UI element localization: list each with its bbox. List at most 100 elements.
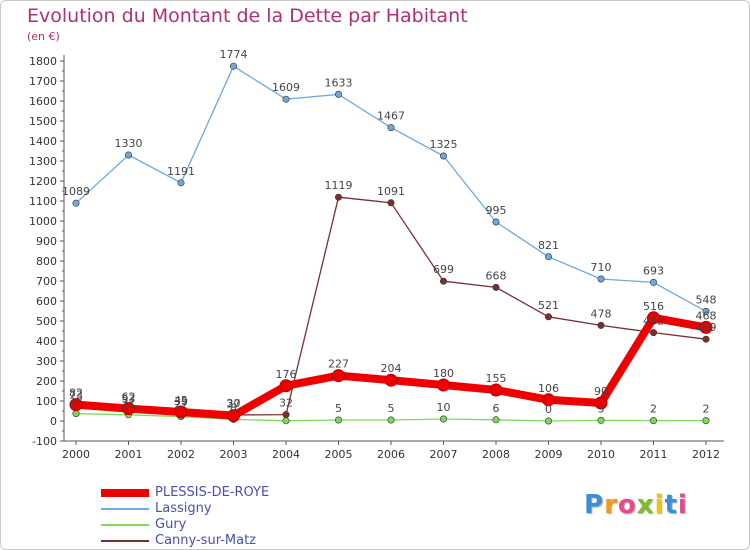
data-point bbox=[279, 379, 293, 393]
data-point bbox=[702, 335, 710, 343]
data-label: 82 bbox=[69, 387, 83, 400]
y-tick-label: 200 bbox=[36, 375, 57, 388]
data-label: 821 bbox=[538, 239, 559, 252]
data-label: 516 bbox=[643, 300, 664, 313]
data-label: 10 bbox=[437, 401, 451, 414]
data-label: 8 bbox=[230, 401, 237, 414]
data-label: 22 bbox=[174, 399, 188, 412]
legend-swatch-plessis bbox=[101, 489, 149, 497]
data-label: 2 bbox=[650, 403, 657, 416]
data-point bbox=[334, 416, 342, 424]
y-tick-label: 1200 bbox=[29, 175, 57, 188]
x-tick-label: 2001 bbox=[115, 448, 143, 461]
x-tick-label: 2002 bbox=[167, 448, 195, 461]
data-point bbox=[334, 193, 342, 201]
y-tick-label: 0 bbox=[50, 415, 57, 428]
data-point bbox=[492, 283, 500, 291]
data-label: 3 bbox=[598, 402, 605, 415]
x-tick-label: 2005 bbox=[325, 448, 353, 461]
data-label: 5 bbox=[388, 402, 395, 415]
data-point bbox=[439, 277, 447, 285]
chart-unit-label: (en €) bbox=[27, 30, 60, 43]
data-point bbox=[282, 95, 290, 103]
data-point bbox=[72, 410, 80, 418]
x-tick-label: 2004 bbox=[272, 448, 300, 461]
data-label: 39 bbox=[174, 395, 188, 408]
logo-letter: r bbox=[604, 490, 618, 520]
data-point bbox=[332, 369, 345, 383]
y-tick-label: 800 bbox=[36, 255, 57, 268]
y-tick-label: 100 bbox=[36, 395, 57, 408]
x-tick-label: 2007 bbox=[430, 448, 458, 461]
data-label: 1633 bbox=[325, 76, 353, 89]
data-label: 468 bbox=[696, 309, 717, 322]
legend-label-gury: Gury bbox=[155, 517, 187, 532]
logo-letter: i bbox=[654, 490, 665, 520]
data-label: 2 bbox=[703, 403, 710, 416]
y-tick-label: 1800 bbox=[29, 55, 57, 68]
data-point bbox=[230, 62, 238, 70]
x-tick-label: 2000 bbox=[62, 448, 90, 461]
data-label: 1089 bbox=[62, 185, 90, 198]
data-label: 53 bbox=[122, 392, 136, 405]
data-point bbox=[597, 416, 605, 424]
legend-label-plessis: PLESSIS-DE-ROYE bbox=[155, 485, 270, 500]
data-label: 180 bbox=[433, 367, 454, 380]
data-point bbox=[439, 415, 447, 423]
data-label: 0 bbox=[545, 403, 552, 416]
data-label: 6 bbox=[493, 402, 500, 415]
data-point bbox=[702, 307, 710, 315]
data-label: 1119 bbox=[325, 179, 353, 192]
data-label: 90 bbox=[594, 385, 608, 398]
y-tick-label: 300 bbox=[36, 355, 57, 368]
data-point bbox=[387, 416, 395, 424]
data-label: 106 bbox=[538, 382, 559, 395]
data-label: 693 bbox=[643, 264, 664, 277]
data-point bbox=[334, 90, 342, 98]
y-tick-label: 1700 bbox=[29, 75, 57, 88]
x-tick-label: 2009 bbox=[535, 448, 563, 461]
data-point bbox=[384, 373, 398, 387]
y-tick-label: 1100 bbox=[29, 195, 57, 208]
data-point bbox=[649, 278, 657, 286]
data-label: 37 bbox=[69, 396, 83, 409]
logo-letter: t bbox=[664, 490, 678, 520]
data-point bbox=[647, 311, 660, 325]
y-tick-label: 1500 bbox=[29, 115, 57, 128]
data-point bbox=[544, 253, 552, 261]
data-label: 30 bbox=[227, 397, 241, 410]
data-label: 995 bbox=[486, 204, 507, 217]
data-point bbox=[597, 321, 605, 329]
x-tick-label: 2008 bbox=[482, 448, 510, 461]
y-tick-label: 400 bbox=[36, 335, 57, 348]
data-label: 31 bbox=[122, 397, 136, 410]
legend-swatch-canny bbox=[101, 540, 149, 542]
y-tick-label: 1300 bbox=[29, 155, 57, 168]
y-tick-label: 900 bbox=[36, 235, 57, 248]
legend-swatch-gury bbox=[101, 524, 149, 526]
data-point bbox=[492, 218, 500, 226]
data-point bbox=[227, 409, 240, 423]
chart-title: Evolution du Montant de la Dette par Hab… bbox=[27, 5, 468, 27]
legend-swatch-lassigny bbox=[101, 508, 149, 510]
data-label: 5 bbox=[335, 402, 342, 415]
data-point bbox=[649, 329, 657, 337]
data-label: 668 bbox=[486, 269, 507, 282]
data-label: 62 bbox=[122, 391, 136, 404]
data-point bbox=[542, 393, 555, 407]
data-label: 1609 bbox=[272, 81, 300, 94]
logo-letter: i bbox=[677, 490, 688, 520]
data-label: 409 bbox=[696, 321, 717, 334]
data-label: 442 bbox=[643, 315, 664, 328]
logo-letter: P bbox=[584, 490, 605, 520]
x-tick-label: 2012 bbox=[692, 448, 720, 461]
y-tick-label: 500 bbox=[36, 315, 57, 328]
data-label: 45 bbox=[174, 394, 188, 407]
data-label: 204 bbox=[381, 362, 402, 375]
logo-letter: x bbox=[636, 490, 655, 520]
data-label: 1091 bbox=[377, 185, 405, 198]
data-label: 1774 bbox=[220, 48, 248, 61]
y-tick-label: -100 bbox=[32, 435, 57, 448]
data-label: 521 bbox=[538, 299, 559, 312]
